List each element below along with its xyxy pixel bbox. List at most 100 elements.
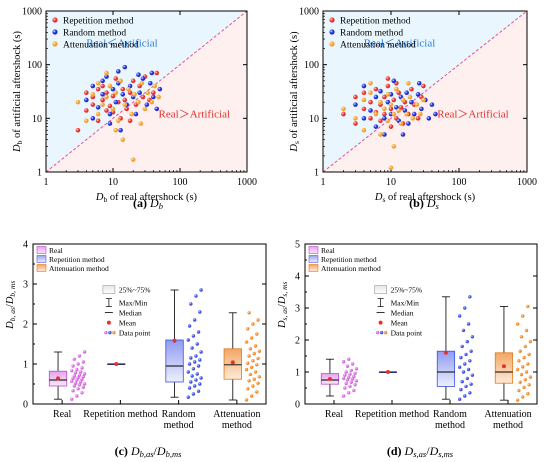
- legend-swatch: [36, 255, 47, 263]
- scatter-panel-b: 1 10 100 1000 1 10 100 1000 Real＜Artificial Real＞…: [289, 7, 537, 212]
- panel-caption: (b) Ds: [409, 196, 439, 211]
- x-tick-label: method: [493, 420, 523, 431]
- y-tick-label: 2: [23, 320, 28, 331]
- x-tick-label: 10: [386, 177, 396, 188]
- mean-marker: [114, 362, 119, 366]
- stat-legend-mean: [378, 320, 383, 325]
- x-tick-label: 10: [108, 177, 118, 188]
- series-attenuation-method: [341, 80, 426, 171]
- legend-swatch: [36, 264, 47, 272]
- stat-legend-label: 25%~75%: [391, 286, 423, 295]
- mean-marker: [327, 377, 332, 382]
- x-tick-label: 100: [173, 177, 188, 188]
- panel-caption: (a) Db: [133, 196, 163, 211]
- x-tick-label: 1: [44, 177, 49, 188]
- box-repetition-method: [107, 362, 126, 366]
- legend-swatch: [308, 264, 319, 272]
- iqr-box: [165, 339, 184, 383]
- series-attenuation-method: [75, 70, 161, 162]
- legend-label: Real: [49, 246, 63, 255]
- plot-frame: [45, 10, 248, 173]
- y-tick-label: 4: [23, 240, 28, 251]
- x-tick-label: method: [222, 420, 252, 431]
- y-axis-label: Ds, as/Ds, ms: [277, 281, 289, 329]
- series-random-method: [84, 64, 163, 133]
- stat-legend-label: Data point: [119, 329, 151, 338]
- x-tick-label: 1: [321, 177, 326, 188]
- panel-caption: (d) Ds,as/Ds,ms: [387, 444, 454, 459]
- panel-caption: (c) Db,as/Db,ms: [115, 444, 182, 459]
- legend-label: Repetition method: [63, 17, 134, 27]
- stat-legend-label: Max/Min: [391, 299, 420, 308]
- region-upper-label: Real＜Artificial: [86, 37, 157, 49]
- stat-legend-label: Data point: [391, 329, 423, 338]
- box-real: [320, 357, 359, 398]
- stat-legend-label: Median: [119, 309, 142, 318]
- equality-line: [322, 10, 528, 173]
- y-tick-label: 10: [32, 114, 42, 125]
- legend-label: Attenuation method: [63, 41, 139, 51]
- y-tick-label: 100: [304, 60, 319, 71]
- y-tick-label: 1: [295, 368, 300, 379]
- y-axis-label: Ds of artificial aftershock (s): [289, 31, 301, 153]
- x-tick-label: Real: [325, 409, 344, 420]
- stat-legend-label: Mean: [119, 319, 136, 328]
- box-random-method: [165, 288, 203, 399]
- x-tick-label: method: [435, 420, 465, 431]
- x-tick-label: 100: [452, 177, 467, 188]
- y-tick-label: 0: [23, 400, 28, 411]
- legend-label: Attenuation method: [340, 41, 416, 51]
- box-attenuation-method: [494, 304, 533, 402]
- stat-legend-label: Mean: [391, 319, 408, 328]
- region-lower-label: Real＞Artificial: [437, 108, 508, 120]
- plot-frame: [322, 10, 528, 173]
- x-tick-label: Random: [162, 409, 196, 420]
- box-attenuation-method: [223, 311, 262, 402]
- mean-marker: [230, 360, 235, 365]
- x-tick-label: Attenuation: [213, 409, 260, 420]
- y-axis-label: Db of artificial aftershock (s): [12, 31, 24, 153]
- x-tick-label: 1000: [517, 177, 537, 188]
- stat-legend-mean: [106, 320, 111, 325]
- y-tick-label: 1: [23, 360, 28, 371]
- stat-legend-box: [374, 285, 387, 294]
- region-upper-label: Real＜Artificial: [364, 37, 435, 49]
- box-random-method: [436, 295, 475, 401]
- x-tick-label: method: [164, 420, 194, 431]
- x-tick-label: Attenuation: [484, 409, 531, 420]
- x-axis-label: Ds of real aftershock (s): [374, 192, 476, 204]
- box-repetition-method: [378, 370, 398, 374]
- legend-swatch: [36, 246, 47, 254]
- mean-marker: [501, 364, 506, 369]
- stat-legend-label: 25%~75%: [119, 286, 151, 295]
- y-tick-label: 10: [309, 114, 319, 125]
- legend-swatch: [308, 246, 319, 254]
- region-lower-label: Real＞Artificial: [159, 108, 230, 120]
- y-tick-label: 100: [27, 60, 42, 71]
- x-tick-label: Real: [53, 409, 72, 420]
- stat-legend-label: Median: [391, 309, 414, 318]
- mean-marker: [56, 376, 61, 381]
- scatter-panel-a: 1 10 100 1000 1 10 100 1000 Real＜Artificial Real＞…: [12, 7, 257, 212]
- y-tick-label: 3: [295, 304, 300, 315]
- x-tick-label: Repetition method: [355, 409, 429, 420]
- legend-label: Repetition method: [340, 17, 411, 27]
- legend-label: Random method: [340, 29, 403, 39]
- y-tick-label: 1000: [22, 7, 42, 18]
- legend-label: Real: [321, 246, 335, 255]
- legend-label: Attenuation method: [49, 264, 109, 273]
- y-tick-label: 1: [37, 168, 42, 179]
- region-lower: [323, 11, 527, 172]
- y-tick-label: 4: [295, 272, 300, 283]
- box-real: [48, 350, 87, 401]
- y-axis-label: Db, as/Db, ms: [5, 281, 17, 330]
- equality-line: [45, 10, 248, 173]
- mean-marker: [172, 338, 177, 343]
- y-tick-label: 1: [314, 168, 319, 179]
- mean-marker: [385, 370, 390, 374]
- y-tick-label: 3: [23, 280, 28, 291]
- iqr-box: [436, 350, 456, 387]
